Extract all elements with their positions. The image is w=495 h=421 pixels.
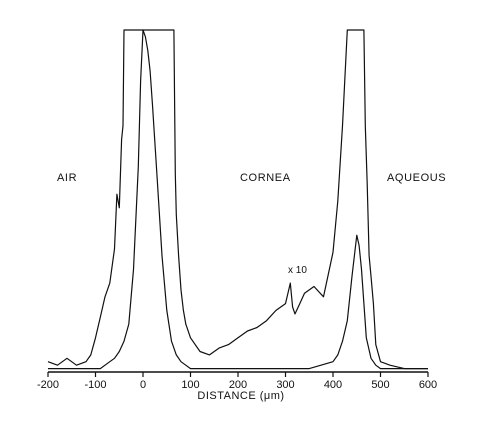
x-tick-labels: -200 -100 0 100 200 300 400 500 600 [37,379,437,391]
x-tick-label: 300 [276,379,294,391]
x-tick-label: -100 [84,379,106,391]
region-labels: AIR CORNEA AQUEOUS [57,172,446,184]
region-label-cornea: CORNEA [240,172,291,184]
series-line-2 [47,29,428,370]
x-tick-label: 500 [371,379,389,391]
x-tick-label: 100 [181,379,199,391]
region-label-aqueous: AQUEOUS [387,172,446,184]
x-tick-label: 400 [324,379,342,391]
scale-annotation: x 10 [288,265,307,276]
x-tick-label: -200 [37,379,59,391]
x-tick-label: 200 [229,379,247,391]
x-ticks [47,372,429,377]
x-tick-label: 0 [140,379,146,391]
x-axis-title: DISTANCE (μm) [197,390,284,402]
region-label-air: AIR [57,172,77,184]
series-line-1 [48,29,428,370]
series-layer [47,29,428,370]
x-tick-label: 600 [419,379,437,391]
